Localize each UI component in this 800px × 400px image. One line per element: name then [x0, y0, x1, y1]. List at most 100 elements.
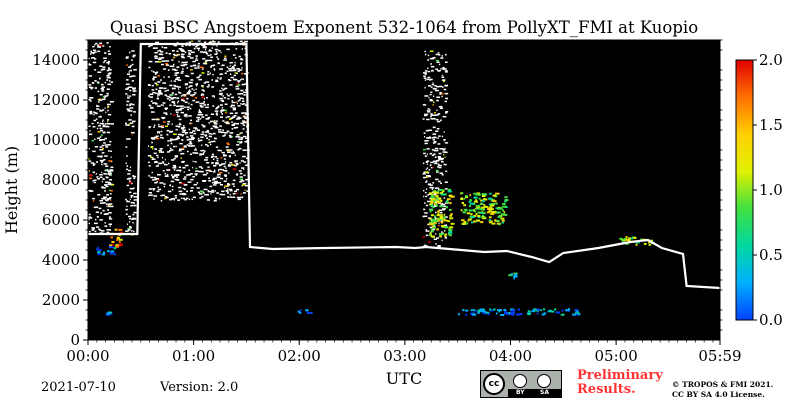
- patch-pixel: [481, 195, 486, 197]
- cirrus-speck: [162, 170, 165, 172]
- cirrus-speck: [423, 72, 427, 74]
- cirrus-speck: [230, 151, 232, 153]
- cirrus-speck: [99, 139, 104, 141]
- cirrus-speck: [195, 84, 198, 87]
- cirrus-speck: [443, 79, 445, 81]
- cirrus-speck: [148, 45, 151, 48]
- patch-pixel: [466, 222, 469, 225]
- patch-pixel: [449, 214, 453, 217]
- cirrus-speck: [433, 205, 437, 207]
- cirrus-speck: [97, 137, 100, 139]
- patch-pixel: [429, 233, 432, 236]
- cirrus-speck: [219, 193, 223, 196]
- cirrus-speck: [95, 112, 98, 115]
- cirrus-speck: [206, 193, 209, 196]
- cirrus-speck: [172, 50, 175, 52]
- patch-pixel: [482, 199, 485, 202]
- cirrus-speck: [433, 149, 438, 152]
- patch-pixel: [648, 241, 650, 244]
- cirrus-speck: [198, 170, 202, 173]
- cirrus-speck: [432, 142, 436, 144]
- patch-pixel: [468, 201, 471, 203]
- cirrus-speck: [235, 101, 238, 103]
- cirrus-speck: [99, 42, 103, 45]
- cirrus-speck: [165, 52, 168, 54]
- cirrus-speck: [149, 96, 153, 98]
- patch-pixel: [574, 309, 578, 311]
- patch-pixel: [475, 199, 478, 202]
- cirrus-speck: [96, 44, 100, 46]
- cirrus-speck: [189, 89, 191, 91]
- cirrus-speck: [203, 98, 205, 100]
- cirrus-speck: [131, 59, 133, 61]
- cirrus-speck: [192, 176, 195, 178]
- cirrus-speck: [202, 62, 207, 65]
- cirrus-speck: [150, 156, 153, 159]
- cirrus-speck: [192, 99, 195, 102]
- cirrus-speck: [431, 188, 433, 191]
- patch-pixel: [435, 203, 438, 206]
- patch-pixel: [447, 220, 451, 223]
- cirrus-speck: [434, 216, 437, 219]
- x-tick-label: 00:00: [66, 347, 109, 365]
- cc-icon: cc: [483, 373, 505, 395]
- cirrus-speck: [101, 171, 103, 174]
- cirrus-speck: [428, 169, 431, 171]
- cirrus-speck: [430, 166, 433, 169]
- patch-pixel: [433, 190, 436, 192]
- cirrus-speck: [197, 65, 200, 67]
- cirrus-speck: [239, 132, 241, 135]
- cirrus-speck: [154, 72, 158, 74]
- cirrus-speck: [154, 82, 157, 84]
- cirrus-speck: [235, 126, 239, 129]
- patch-pixel: [492, 194, 497, 197]
- cirrus-speck: [222, 84, 225, 87]
- cirrus-speck: [99, 44, 103, 47]
- cirrus-speck: [163, 87, 167, 90]
- cirrus-speck: [161, 161, 165, 163]
- cirrus-speck: [126, 138, 130, 140]
- cirrus-speck: [211, 86, 215, 88]
- cirrus-speck: [147, 145, 150, 147]
- patch-pixel: [477, 215, 481, 217]
- cirrus-speck: [93, 51, 97, 53]
- patch-pixel: [437, 197, 442, 200]
- patch-pixel: [480, 310, 485, 313]
- cirrus-speck: [214, 197, 217, 199]
- cirrus-speck: [130, 196, 132, 199]
- patch-pixel: [495, 202, 498, 205]
- patch-pixel: [477, 207, 482, 210]
- cirrus-speck: [153, 102, 157, 104]
- cirrus-speck: [205, 118, 210, 120]
- cirrus-speck: [237, 84, 241, 86]
- cirrus-speck: [129, 69, 132, 72]
- cirrus-speck: [195, 88, 197, 90]
- cirrus-speck: [99, 122, 104, 125]
- cirrus-speck: [239, 97, 243, 99]
- cirrus-speck: [181, 70, 184, 73]
- cirrus-speck: [437, 70, 440, 72]
- cirrus-speck: [199, 74, 202, 76]
- cirrus-speck: [426, 137, 431, 139]
- patch-pixel: [497, 207, 502, 210]
- cirrus-speck: [133, 202, 135, 204]
- cirrus-speck: [441, 203, 443, 205]
- cirrus-speck: [176, 111, 179, 113]
- cirrus-speck: [103, 163, 108, 165]
- cirrus-speck: [427, 59, 429, 61]
- cirrus-speck: [207, 117, 211, 119]
- patch-pixel: [468, 209, 472, 212]
- patch-pixel: [439, 233, 444, 235]
- cc-license-badge[interactable]: cc BY SA: [480, 370, 562, 398]
- cirrus-speck: [211, 79, 213, 81]
- cirrus-speck: [158, 53, 161, 55]
- patch-pixel: [462, 309, 465, 312]
- cirrus-speck: [187, 174, 191, 176]
- cirrus-speck: [101, 161, 103, 163]
- cirrus-speck: [239, 172, 243, 175]
- patch-pixel: [449, 202, 452, 205]
- cirrus-speck: [109, 46, 111, 48]
- angstroem-patch: [428, 188, 455, 238]
- cirrus-speck: [198, 111, 202, 114]
- cirrus-speck: [200, 118, 202, 120]
